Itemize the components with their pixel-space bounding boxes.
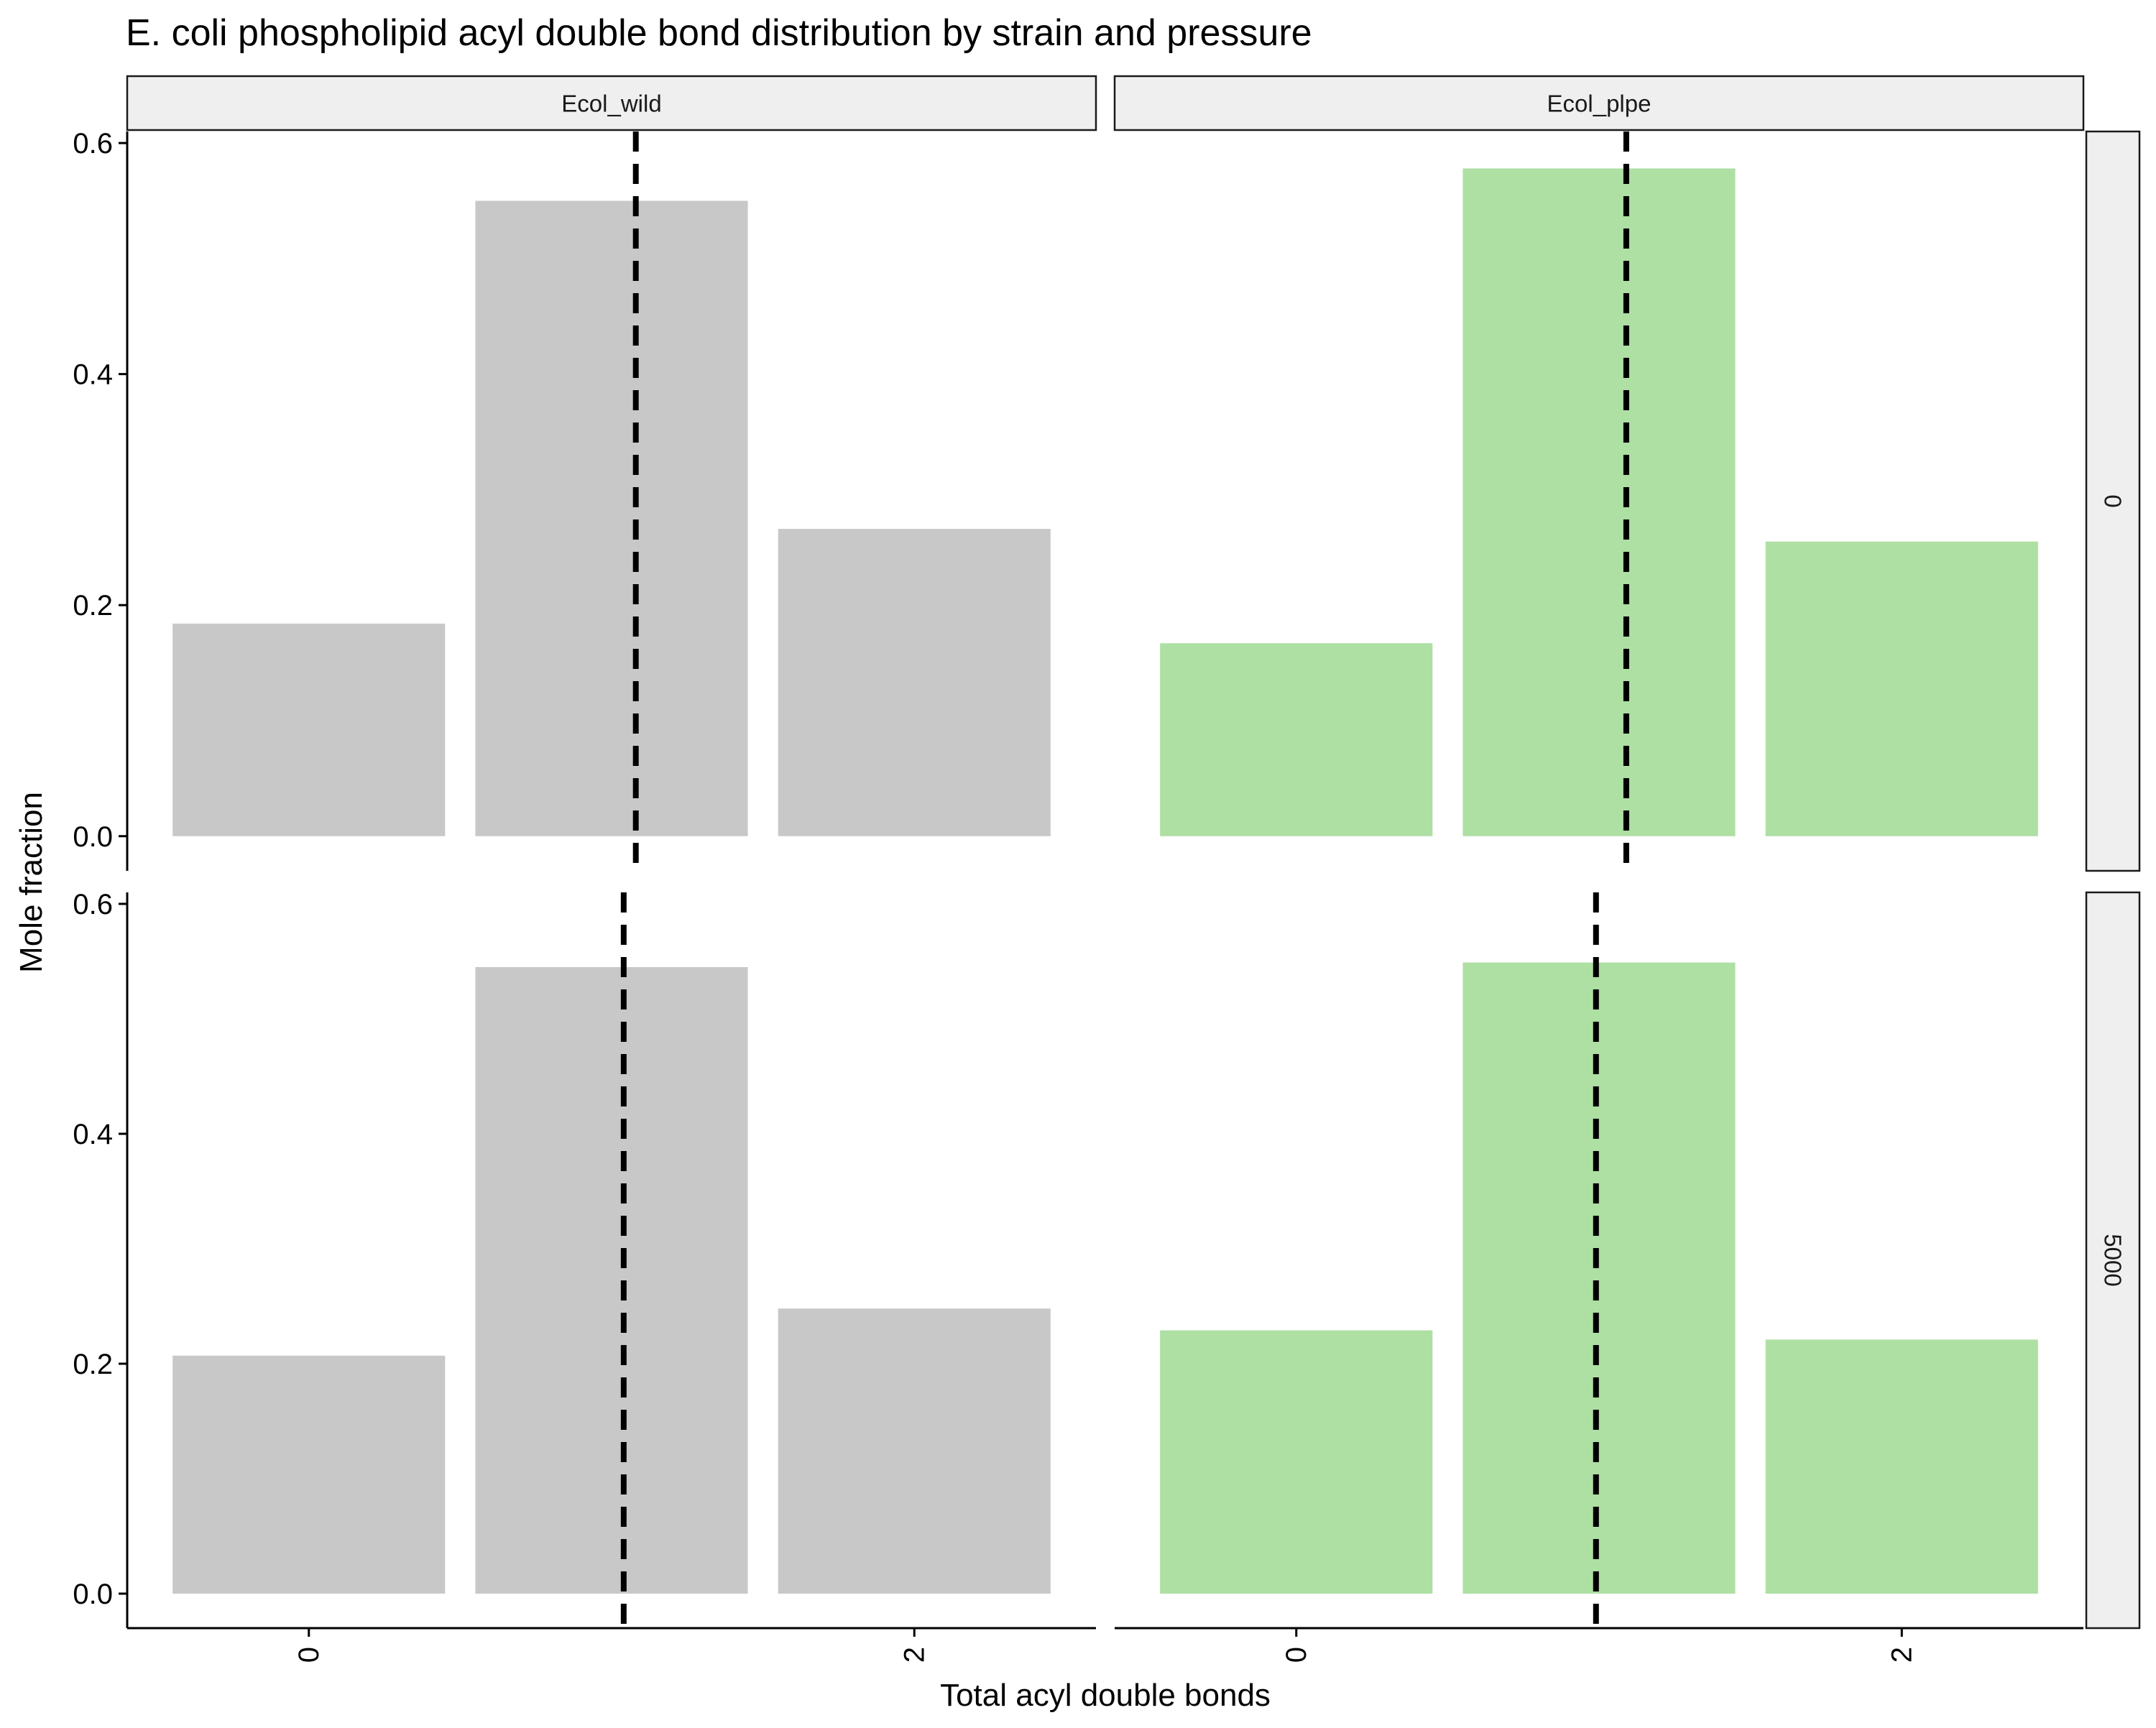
row-strip-0 xyxy=(2085,130,2141,872)
panel-Ecol_wild-5000 xyxy=(172,892,1051,1628)
row-strip-label: 0 xyxy=(2100,494,2127,507)
bar-1 xyxy=(1462,168,1736,836)
bar-0 xyxy=(1160,643,1433,836)
x-axis-title: Total acyl double bonds xyxy=(940,1678,1271,1713)
y-tick-label: 0.6 xyxy=(73,889,113,920)
bar-2 xyxy=(778,529,1051,836)
row-strip-5000 xyxy=(2085,891,2141,1630)
y-tick-label: 0.6 xyxy=(73,128,113,160)
column-strip-Ecol_plpe xyxy=(1113,75,2085,131)
y-tick-label: 0.0 xyxy=(73,821,113,853)
y-tick-label: 0.4 xyxy=(73,359,113,391)
panel-Ecol_plpe-0 xyxy=(1160,131,2038,871)
column-strip-Ecol_wild xyxy=(126,75,1097,131)
x-tick-label: 2 xyxy=(1886,1647,1917,1663)
y-tick-label: 0.0 xyxy=(73,1579,113,1610)
y-axis-title: Mole fraction xyxy=(14,792,49,973)
bar-2 xyxy=(778,1308,1051,1594)
x-tick-label: 2 xyxy=(898,1647,930,1663)
column-strip-label: Ecol_plpe xyxy=(1547,91,1651,117)
x-tick-label: 0 xyxy=(1281,1647,1312,1663)
y-tick-label: 0.2 xyxy=(73,1349,113,1380)
column-strip-label: Ecol_wild xyxy=(561,91,661,117)
panel-Ecol_plpe-5000 xyxy=(1160,892,2038,1628)
bar-2 xyxy=(1765,541,2038,836)
bar-0 xyxy=(1160,1330,1433,1594)
y-tick-label: 0.2 xyxy=(73,590,113,622)
bar-0 xyxy=(172,623,446,836)
y-tick-label: 0.4 xyxy=(73,1119,113,1150)
bar-1 xyxy=(475,200,748,836)
bar-0 xyxy=(172,1355,446,1594)
bar-2 xyxy=(1765,1339,2038,1594)
panels-layer: Ecol_wild Ecol_plpe 0 5000 0.0 0.2 0.4 0.6 0.0 0.… xyxy=(73,75,2141,1663)
chart-title: E. coli phospholipid acyl double bond di… xyxy=(126,12,1312,54)
panel-Ecol_wild-0 xyxy=(172,131,1051,871)
x-tick-label: 0 xyxy=(293,1647,325,1663)
bar-1 xyxy=(475,967,748,1594)
row-strip-label: 5000 xyxy=(2100,1234,2127,1286)
bar-1 xyxy=(1462,962,1736,1594)
